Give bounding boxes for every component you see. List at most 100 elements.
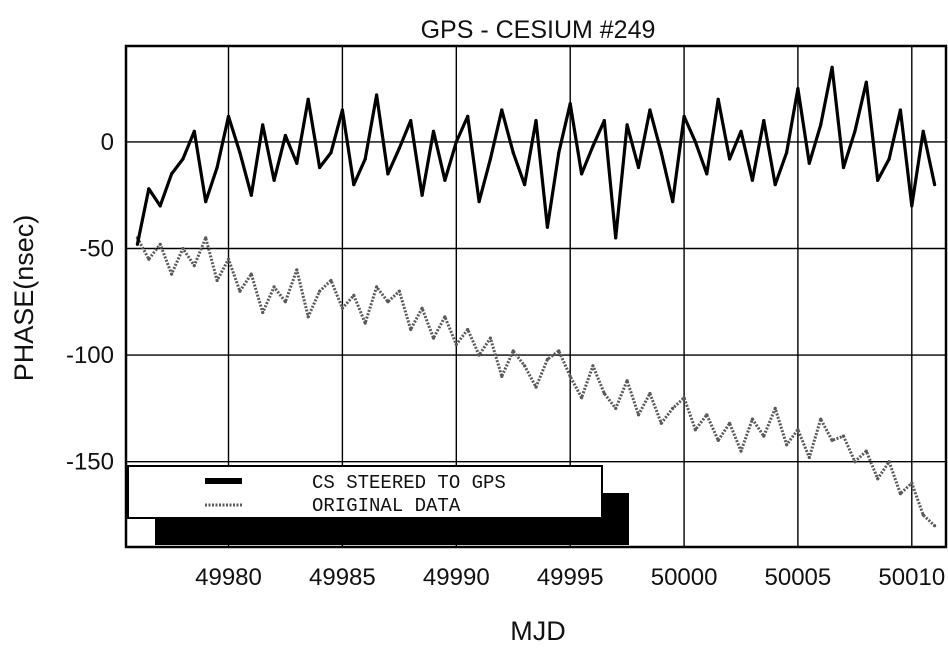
series-point-original-data [534,385,538,389]
grid [126,46,946,547]
series-point-original-data [329,278,333,283]
series-point-cs-steered [386,172,390,176]
x-tick-label: 50010 [878,564,945,591]
series-point-cs-steered [921,129,925,133]
series-point-cs-steered [181,157,185,161]
series-point-cs-steered [807,161,811,165]
series-point-cs-steered [728,157,732,161]
series-point-original-data [682,396,686,400]
series-point-original-data [454,342,458,347]
series-point-original-data [910,481,914,485]
series-layer [135,65,937,528]
series-point-original-data [363,321,367,325]
series-point-cs-steered [238,151,242,155]
series-point-original-data [170,272,174,276]
series-point-original-data [898,492,903,496]
series-point-cs-steered [488,157,492,161]
series-point-cs-steered [431,129,436,133]
series-point-original-data [853,460,857,464]
legend: CS STEERED TO GPS ORIGINAL DATA [127,465,629,545]
x-tick-label: 50000 [651,564,718,591]
series-point-original-data [739,449,743,453]
series-point-original-data [238,289,242,293]
series-point-original-data [340,306,344,310]
series-point-original-data [568,374,572,378]
series-point-original-data [807,455,811,460]
series-point-cs-steered [443,178,447,182]
series-point-original-data [295,268,299,272]
series-point-original-data [830,438,834,442]
series-point-original-data [488,336,492,340]
series-point-original-data [819,417,823,421]
series-point-cs-steered [397,146,401,150]
series-point-cs-steered [534,119,538,123]
series-point-original-data [272,285,276,289]
series-point-original-data [306,315,310,319]
series-point-cs-steered [375,93,379,97]
series-point-original-data [226,257,231,261]
series-point-cs-steered [568,102,572,106]
series-point-original-data [876,477,880,481]
series-point-original-data [933,524,937,528]
series-point-cs-steered [409,119,413,123]
series-point-cs-steered [135,242,139,246]
series-point-cs-steered [545,225,550,229]
series-point-cs-steered [591,144,595,148]
y-tick-label: -50 [79,236,114,263]
series-point-original-data [261,310,265,315]
series-point-original-data [659,421,663,425]
y-tick-labels: 0 -50 -100 -150 [66,129,114,476]
series-point-cs-steered [454,140,458,144]
series-point-cs-steered [272,178,276,182]
series-point-cs-steered [887,157,891,161]
series-point-original-data [864,449,868,453]
series-point-original-data [204,236,208,240]
series-point-original-data [796,428,800,432]
series-point-cs-steered [739,129,743,133]
series-point-original-data [158,242,162,246]
series-point-cs-steered [659,151,663,155]
plot-frame [124,44,948,549]
series-point-original-data [921,513,925,517]
series-point-cs-steered [682,114,686,118]
series-point-cs-steered [477,200,481,204]
series-point-original-data [477,353,481,357]
series-line-cs-steered [135,65,937,245]
legend-label-original: ORIGINAL DATA [312,495,461,517]
y-tick-label: -150 [66,449,114,476]
series-point-original-data [785,443,789,447]
series-point-original-data [249,272,253,276]
series-point-cs-steered [841,165,846,170]
series-point-cs-steered [830,65,834,69]
series-point-original-data [671,406,675,410]
series-point-original-data [523,364,527,368]
series-point-original-data [557,349,561,353]
series-point-cs-steered [318,165,322,170]
series-point-original-data [386,300,390,304]
series-point-cs-steered [215,165,219,170]
series-point-cs-steered [910,204,914,208]
series-point-cs-steered [466,114,470,118]
series-point-original-data [750,417,755,421]
series-point-original-data [181,246,185,251]
series-point-original-data [887,460,891,464]
series-point-original-data [614,406,618,410]
series-point-original-data [693,428,698,432]
series-point-cs-steered [762,119,766,123]
y-axis-label: PHASE(nsec) [9,215,39,382]
series-point-original-data [500,374,504,378]
series-point-original-data [625,379,629,383]
series-point-original-data [283,300,287,304]
legend-label-cs-steered: CS STEERED TO GPS [312,472,506,494]
series-point-cs-steered [249,193,253,197]
series-point-cs-steered [204,200,208,204]
series-point-cs-steered [625,123,629,127]
series-point-original-data [591,364,595,368]
series-point-original-data [352,293,356,297]
series-point-cs-steered [705,172,709,176]
series-point-cs-steered [420,193,424,197]
series-point-cs-steered [261,123,265,127]
series-point-cs-steered [283,133,287,138]
series-point-cs-steered [933,183,937,187]
